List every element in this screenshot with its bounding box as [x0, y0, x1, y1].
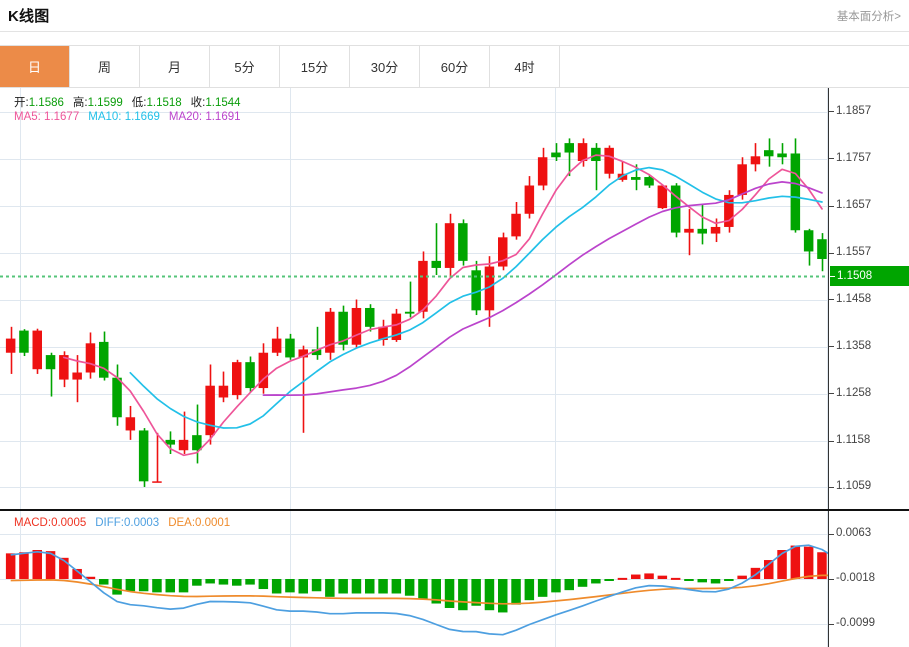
tab-week[interactable]: 周 — [70, 46, 140, 87]
dea-label: DEA: — [168, 517, 196, 529]
header-divider — [0, 31, 909, 32]
diff-value: 0.0003 — [124, 517, 160, 529]
timeframe-tabbar: 日 周 月 5分 15分 30分 60分 4时 — [0, 45, 909, 88]
price-plot[interactable] — [0, 88, 828, 509]
ma5-value: 1.1677 — [44, 111, 80, 123]
tab-label: 5分 — [234, 60, 255, 75]
price-axis-tick: 1.1358 — [829, 340, 871, 353]
tab-label: 60分 — [440, 60, 469, 75]
macd-axis-tick: -0.0099 — [829, 618, 875, 630]
low-label: 低: — [131, 97, 147, 109]
page-title: K线图 — [8, 8, 50, 25]
tab-label: 周 — [97, 60, 111, 75]
price-axis-tick: 1.1458 — [829, 293, 871, 306]
open-value: 1.1586 — [28, 97, 64, 109]
close-value: 1.1544 — [205, 97, 241, 109]
tab-label: 月 — [167, 60, 181, 75]
tab-30min[interactable]: 30分 — [350, 46, 420, 87]
tab-label: 15分 — [300, 60, 329, 75]
ma-legend: MA5: 1.1677 MA10: 1.1669 MA20: 1.1691 — [14, 111, 241, 123]
price-axis-tick: 1.1757 — [829, 152, 871, 165]
macd-plot[interactable] — [0, 511, 828, 647]
price-axis-tick: 1.1258 — [829, 387, 871, 400]
open-label: 开: — [14, 97, 29, 109]
tab-label: 日 — [27, 60, 41, 75]
chart-area: 开:1.1586 高:1.1599 低:1.1518 收:1.1544 MA5: 1.… — [0, 88, 909, 647]
price-candlestick-svg — [0, 88, 828, 509]
dea-value: 0.0001 — [195, 517, 231, 529]
macd-panel: MACD:0.0005 DIFF:0.0003 DEA:0.0001 0.0063 -… — [0, 511, 909, 647]
ma10-label: MA10: — [88, 111, 122, 123]
tab-day[interactable]: 日 — [0, 46, 70, 87]
ohlc-legend: 开:1.1586 高:1.1599 低:1.1518 收:1.1544 — [14, 94, 241, 110]
page-header: K线图 基本面分析> — [0, 0, 909, 31]
macd-y-axis: 0.0063 -0.0018 -0.0099 — [828, 511, 909, 647]
price-axis-tick: 1.1657 — [829, 199, 871, 212]
ma20-label: MA20: — [168, 111, 203, 123]
tabbar-filler — [560, 46, 909, 87]
macd-indicator-svg — [0, 511, 828, 647]
macd-axis-tick: -0.0018 — [829, 572, 875, 585]
fundamental-analysis-link[interactable]: 基本面分析> — [836, 11, 901, 23]
ma10-value: 1.1669 — [124, 111, 160, 123]
diff-label: DIFF: — [95, 517, 124, 529]
tab-label: 4时 — [514, 60, 535, 75]
low-value: 1.1518 — [146, 97, 182, 109]
close-label: 收: — [190, 97, 206, 109]
high-label: 高: — [72, 97, 88, 109]
price-axis-tick: 1.1857 — [829, 105, 871, 118]
tab-month[interactable]: 月 — [140, 46, 210, 87]
macd-label: MACD: — [14, 517, 52, 529]
price-axis-tick: 1.1557 — [829, 246, 871, 259]
price-axis-tick: 1.1158 — [829, 434, 870, 447]
ma5-label: MA5: — [14, 111, 41, 123]
tab-15min[interactable]: 15分 — [280, 46, 350, 87]
macd-axis-tick: 0.0063 — [829, 527, 871, 540]
tab-5min[interactable]: 5分 — [210, 46, 280, 87]
price-y-axis: 1.1857 1.1757 1.1657 1.1557 1.1458 1.1358 1.12… — [828, 88, 909, 509]
macd-legend: MACD:0.0005 DIFF:0.0003 DEA:0.0001 — [14, 517, 230, 529]
tab-60min[interactable]: 60分 — [420, 46, 490, 87]
price-panel: 开:1.1586 高:1.1599 低:1.1518 收:1.1544 MA5: 1.… — [0, 88, 909, 511]
ma20-value: 1.1691 — [205, 111, 241, 123]
price-axis-tick: 1.1059 — [829, 481, 871, 493]
tab-label: 30分 — [370, 60, 399, 75]
current-price-badge: 1.1508 — [830, 265, 909, 286]
high-value: 1.1599 — [87, 97, 123, 109]
tab-4hour[interactable]: 4时 — [490, 46, 560, 87]
macd-value: 0.0005 — [51, 517, 87, 529]
